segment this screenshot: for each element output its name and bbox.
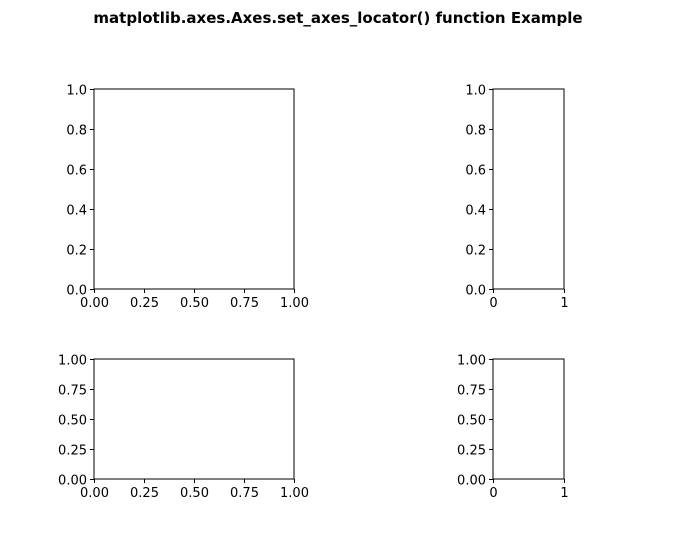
x-tick-label: 1.00 (280, 296, 309, 311)
y-tick-label: 0.8 (465, 124, 486, 139)
y-tick-label: 0.2 (465, 244, 486, 259)
axes-frame (93, 88, 295, 290)
x-tick-label: 0.00 (80, 296, 109, 311)
y-tick-label: 0.00 (58, 474, 87, 489)
x-tick-label: 1 (560, 296, 568, 311)
y-tick-label: 0.00 (457, 474, 486, 489)
axes-frame (492, 88, 565, 290)
y-tick-label: 1.0 (66, 84, 87, 99)
x-tick-label: 0.50 (180, 296, 209, 311)
y-tick-label: 0.75 (457, 384, 486, 399)
y-tick-label: 0.75 (58, 384, 87, 399)
axes-bottom-left: 0.00 0.25 0.50 0.75 1.00 0.00 0.25 0.50 0.75 1.00 (58, 354, 309, 502)
axes-bottom-right: 0 1 0.00 0.25 0.50 0.75 1.00 (457, 354, 569, 502)
axes-frame (93, 358, 295, 480)
x-tick-label: 0.75 (230, 296, 259, 311)
figure-title: matplotlib.axes.Axes.set_axes_locator() … (93, 9, 583, 27)
y-tick-label: 0.6 (465, 164, 486, 179)
x-tick-label: 1.00 (280, 486, 309, 501)
y-tick-label: 0.4 (465, 204, 486, 219)
axes-top-left: 0.00 0.25 0.50 0.75 1.00 0.0 0.2 0.4 0.6 0.8 1.0 (66, 84, 309, 312)
x-tick-label: 0.75 (230, 486, 259, 501)
axes-top-right: 0 1 0.0 0.2 0.4 0.6 0.8 1.0 (465, 84, 568, 312)
y-tick-label: 0.25 (457, 444, 486, 459)
y-tick-label: 0.2 (66, 244, 87, 259)
y-tick-label: 0.4 (66, 204, 87, 219)
y-tick-label: 0.50 (58, 414, 87, 429)
x-tick-label: 0 (489, 486, 497, 501)
axes-frame (492, 358, 565, 480)
y-tick-label: 0.0 (66, 284, 87, 299)
y-tick-label: 1.00 (457, 354, 486, 369)
y-tick-label: 0.6 (66, 164, 87, 179)
y-tick-label: 1.00 (58, 354, 87, 369)
x-tick-label: 0.25 (130, 486, 159, 501)
x-tick-label: 0.25 (130, 296, 159, 311)
y-tick-label: 0.8 (66, 124, 87, 139)
y-tick-label: 0.25 (58, 444, 87, 459)
x-tick-label: 1 (560, 486, 568, 501)
y-tick-label: 0.50 (457, 414, 486, 429)
y-tick-label: 1.0 (465, 84, 486, 99)
x-tick-label: 0 (489, 296, 497, 311)
x-tick-label: 0.50 (180, 486, 209, 501)
x-tick-label: 0.00 (80, 486, 109, 501)
y-tick-label: 0.0 (465, 284, 486, 299)
